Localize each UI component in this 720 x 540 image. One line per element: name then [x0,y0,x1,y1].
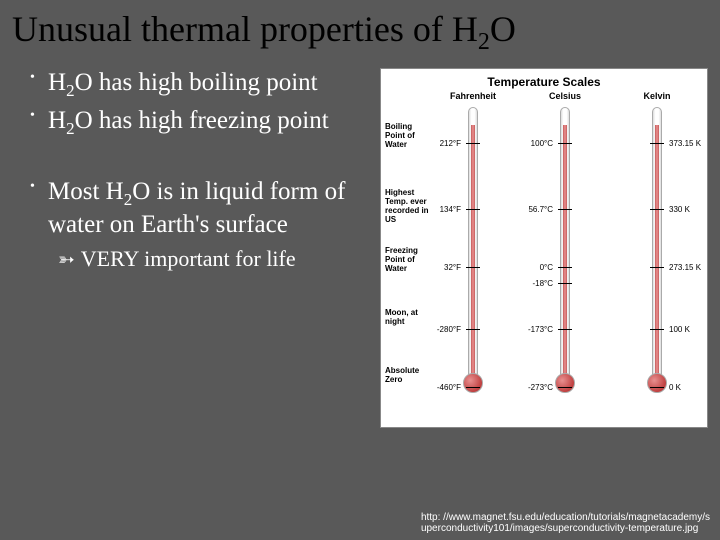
thermometer-column: Celsius100°C56.7°C0°C-18°C-173°C-273°C [520,91,610,411]
tick-label: -18°C [532,279,553,288]
thermometer-column: Fahrenheit212°F134°F32°F-280°F-460°F [428,91,518,411]
tick-mark [558,267,572,268]
scale-name: Celsius [549,91,581,105]
tick-label: 273.15 K [669,263,701,272]
tick-label: 100 K [669,325,690,334]
content-area: H2O has high boiling point H2O has high … [0,62,720,428]
tick-label: -460°F [437,383,461,392]
tick-mark [466,209,480,210]
arrow-icon: ➳ [58,247,75,272]
tick-mark [650,267,664,268]
tick-label: 330 K [669,205,690,214]
row-label: Highest Temp. ever recorded in US [385,189,433,224]
bullet-item: H2O has high freezing point [30,106,370,139]
tick-mark [650,387,664,388]
tick-mark [558,329,572,330]
tick-mark [558,209,572,210]
row-label: Boiling Point of Water [385,123,433,149]
tick-label: 56.7°C [528,205,553,214]
thermometer-column: Kelvin373.15 K330 K273.15 K100 K0 K [612,91,702,411]
row-label: Absolute Zero [385,367,433,385]
thermometer-bulb [647,373,667,393]
bullet-list: H2O has high boiling point H2O has high … [30,68,370,240]
thermometer: 100°C56.7°C0°C-18°C-173°C-273°C [555,107,575,397]
thermometer-mercury [563,125,567,375]
tick-label: 373.15 K [669,139,701,148]
tick-label: -173°C [528,325,553,334]
tick-mark [558,143,572,144]
bullet-item: Most H2O is in liquid form of water on E… [30,177,370,240]
bullet-list-area: H2O has high boiling point H2O has high … [30,68,370,428]
tick-label: 32°F [444,263,461,272]
scale-name: Kelvin [643,91,670,105]
scale-name: Fahrenheit [450,91,496,105]
tick-mark [650,143,664,144]
tick-mark [650,329,664,330]
tick-label: 134°F [440,205,461,214]
tick-label: 0°C [540,263,553,272]
thermometer-bulb [463,373,483,393]
bullet-item: H2O has high boiling point [30,68,370,101]
temperature-scales-figure: Temperature Scales Fahrenheit212°F134°F3… [380,68,708,428]
thermometer: 373.15 K330 K273.15 K100 K0 K [647,107,667,397]
row-label: Moon, at night [385,309,433,327]
tick-mark [466,387,480,388]
tick-label: 100°C [531,139,553,148]
thermometer-bulb [555,373,575,393]
tick-label: -280°F [437,325,461,334]
tick-label: -273°C [528,383,553,392]
image-credit: http: //www.magnet.fsu.edu/education/tut… [421,512,710,534]
tick-mark [466,143,480,144]
figure-title: Temperature Scales [385,75,703,89]
tick-mark [650,209,664,210]
tick-mark [466,329,480,330]
tick-mark [558,387,572,388]
slide-title: Unusual thermal properties of H2O [0,0,720,62]
thermometer: 212°F134°F32°F-280°F-460°F [463,107,483,397]
thermometer-mercury [655,125,659,375]
tick-label: 212°F [440,139,461,148]
sub-bullet: ➳ VERY important for life [30,246,370,272]
tick-label: 0 K [669,383,681,392]
row-label: Freezing Point of Water [385,247,433,273]
tick-mark [558,283,572,284]
tick-mark [466,267,480,268]
thermometer-mercury [471,125,475,375]
